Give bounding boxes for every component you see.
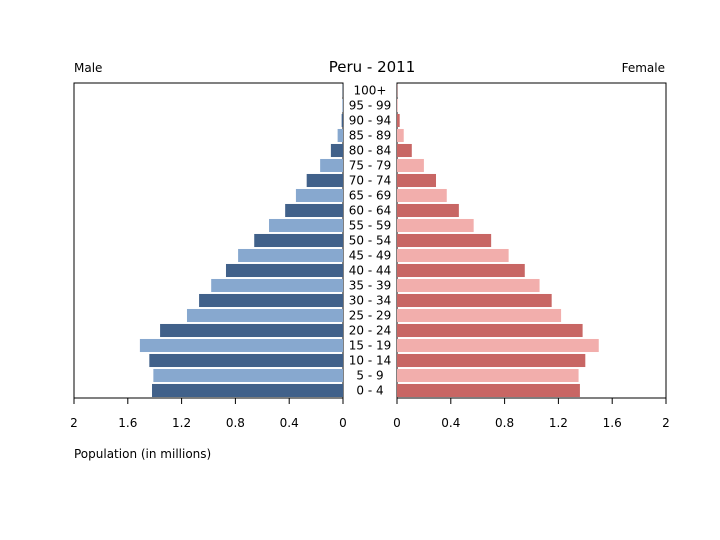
x-tick-label: 0 <box>393 416 401 430</box>
age-group-label: 75 - 79 <box>349 159 392 173</box>
age-group-label: 10 - 14 <box>349 354 392 368</box>
female-bar <box>397 233 492 248</box>
male-bar <box>295 188 343 203</box>
male-bar <box>238 248 343 263</box>
female-bar <box>397 263 525 278</box>
male-bar <box>341 113 343 128</box>
female-bar <box>397 98 398 113</box>
age-group-label: 50 - 54 <box>349 234 392 248</box>
x-tick-label: 2 <box>662 416 670 430</box>
age-group-label: 60 - 64 <box>349 204 392 218</box>
age-group-label: 100+ <box>354 84 387 98</box>
age-group-label: 0 - 4 <box>356 384 383 398</box>
female-bar <box>397 323 583 338</box>
male-bar <box>320 158 343 173</box>
x-tick-label: 1.6 <box>603 416 622 430</box>
female-bar <box>397 338 599 353</box>
male-bar <box>152 383 343 398</box>
age-group-label: 20 - 24 <box>349 324 392 338</box>
male-bar <box>330 143 343 158</box>
male-bar <box>285 203 343 218</box>
chart-title: Peru - 2011 <box>328 58 416 76</box>
female-bar <box>397 143 412 158</box>
age-group-label: 5 - 9 <box>356 369 383 383</box>
x-tick-label: 0.4 <box>280 416 299 430</box>
age-group-label: 30 - 34 <box>349 294 392 308</box>
male-bar <box>254 233 343 248</box>
x-tick-label: 0.8 <box>226 416 245 430</box>
female-bar <box>397 128 404 143</box>
male-bar <box>306 173 343 188</box>
age-group-label: 25 - 29 <box>349 309 392 323</box>
age-group-label: 40 - 44 <box>349 264 392 278</box>
male-bar <box>225 263 343 278</box>
female-bar <box>397 173 437 188</box>
age-group-label: 85 - 89 <box>349 129 392 143</box>
male-bar <box>139 338 343 353</box>
male-bar <box>342 98 343 113</box>
male-bar <box>337 128 343 143</box>
age-group-label: 55 - 59 <box>349 219 392 233</box>
age-group-label: 90 - 94 <box>349 114 392 128</box>
female-bar <box>397 188 447 203</box>
x-tick-label: 2 <box>70 416 78 430</box>
x-tick-label: 0.8 <box>495 416 514 430</box>
female-bar <box>397 158 424 173</box>
female-bar <box>397 218 474 233</box>
age-group-label: 15 - 19 <box>349 339 392 353</box>
female-bar <box>397 353 586 368</box>
female-bar <box>397 113 400 128</box>
age-group-label: 65 - 69 <box>349 189 392 203</box>
female-bar <box>397 248 509 263</box>
male-label: Male <box>74 61 103 75</box>
female-bar <box>397 383 580 398</box>
female-bar <box>397 293 552 308</box>
female-bar <box>397 368 579 383</box>
age-group-label: 45 - 49 <box>349 249 392 263</box>
female-bar <box>397 308 562 323</box>
female-bar <box>397 203 459 218</box>
male-bar <box>269 218 343 233</box>
male-bar <box>211 278 343 293</box>
x-tick-label: 0 <box>339 416 347 430</box>
x-axis-label: Population (in millions) <box>74 447 212 461</box>
age-group-label: 35 - 39 <box>349 279 392 293</box>
age-group-label: 95 - 99 <box>349 99 392 113</box>
x-tick-label: 1.6 <box>118 416 137 430</box>
female-bar <box>397 278 540 293</box>
age-group-label: 80 - 84 <box>349 144 392 158</box>
male-bar <box>149 353 343 368</box>
male-bar <box>160 323 343 338</box>
x-tick-label: 1.2 <box>172 416 191 430</box>
male-bar <box>199 293 343 308</box>
female-label: Female <box>621 61 665 75</box>
x-tick-label: 1.2 <box>549 416 568 430</box>
x-tick-label: 0.4 <box>441 416 460 430</box>
age-group-label: 70 - 74 <box>349 174 392 188</box>
male-bar <box>153 368 343 383</box>
male-bar <box>186 308 343 323</box>
